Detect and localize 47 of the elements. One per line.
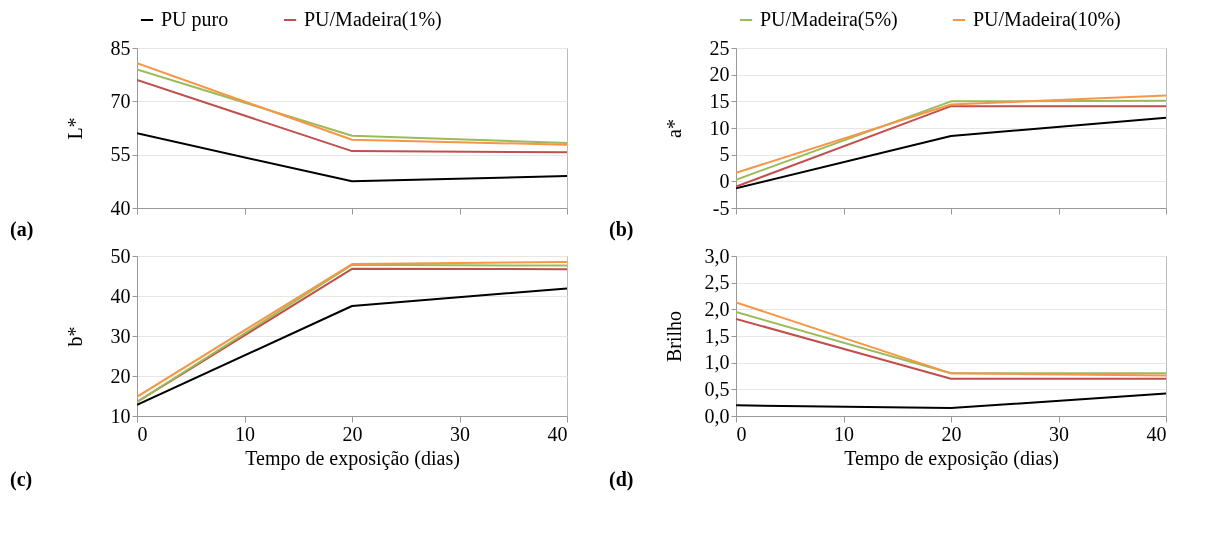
x-tick-label: 30 — [450, 422, 470, 445]
y-axis-title: Brilho — [662, 310, 685, 363]
y-tick-label: 40 — [110, 196, 131, 219]
legend-label: PU/Madeira(5%) — [760, 8, 898, 31]
y-tick-label: 20 — [110, 364, 131, 387]
y-tick-label: 15 — [709, 89, 730, 112]
y-tick-label: -5 — [712, 196, 730, 219]
text: (b) — [609, 218, 634, 241]
y-axis-title: b* — [63, 326, 86, 347]
y-tick-label: 0,5 — [704, 377, 730, 400]
y-tick-label: 25 — [709, 36, 730, 59]
x-tick-label: 0 — [137, 422, 148, 445]
x-axis-title: Tempo de exposição (dias) — [844, 446, 1059, 470]
x-tick-label: 40 — [547, 422, 568, 445]
legend-label: PU/Madeira(10%) — [973, 8, 1121, 31]
y-tick-label: 50 — [110, 244, 131, 267]
x-tick-label: 10 — [834, 422, 854, 445]
x-tick-label: 10 — [235, 422, 255, 445]
y-tick-label: 20 — [709, 63, 730, 86]
text: (d) — [609, 468, 634, 491]
y-tick-label: 1,0 — [704, 351, 730, 374]
y-axis-title: a* — [662, 119, 685, 138]
x-axis-title: Tempo de exposição (dias) — [245, 446, 460, 470]
y-tick-label: 10 — [709, 116, 730, 139]
legend-label: PU puro — [161, 8, 229, 31]
y-tick-label: 0,0 — [704, 404, 730, 427]
y-tick-label: 2,5 — [704, 271, 730, 294]
x-tick-label: 20 — [342, 422, 363, 445]
legend-label: PU/Madeira(1%) — [304, 8, 442, 31]
y-tick-label: 30 — [110, 324, 131, 347]
y-tick-label: 85 — [110, 36, 131, 59]
x-tick-label: 30 — [1049, 422, 1069, 445]
y-tick-label: 40 — [110, 284, 131, 307]
y-tick-label: 0 — [719, 169, 730, 192]
y-tick-label: 10 — [110, 404, 131, 427]
y-tick-label: 3,0 — [704, 244, 730, 267]
x-tick-label: 0 — [736, 422, 747, 445]
y-tick-label: 5 — [719, 143, 730, 166]
text: (c) — [10, 468, 33, 491]
y-tick-label: 1,5 — [704, 324, 730, 347]
y-tick-label: 70 — [110, 89, 131, 112]
x-tick-label: 40 — [1146, 422, 1167, 445]
y-tick-label: 55 — [110, 143, 131, 166]
y-tick-label: 2,0 — [704, 297, 730, 320]
y-axis-title: L* — [63, 117, 86, 140]
x-tick-label: 20 — [941, 422, 962, 445]
text: (a) — [10, 218, 34, 241]
